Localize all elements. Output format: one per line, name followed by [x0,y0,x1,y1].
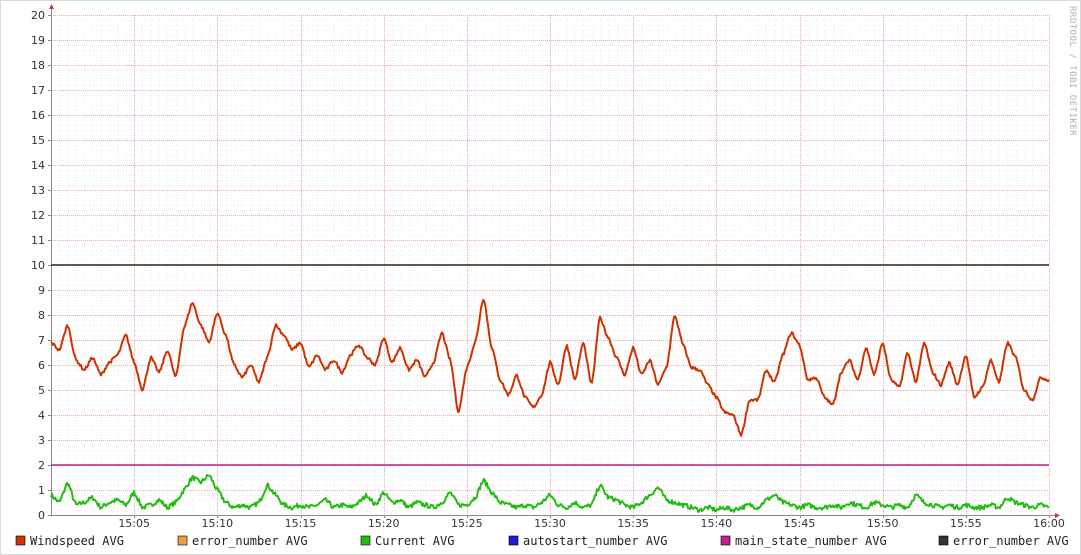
legend-swatch [360,535,371,546]
x-tick-label: 15:35 [617,517,649,530]
legend-label: main_state_number AVG [735,534,887,548]
legend-swatch [720,535,731,546]
y-tick-label: 19 [31,34,45,47]
y-tick-label: 11 [31,234,45,247]
series-line-current-avg [50,473,1050,513]
y-tick-label: 13 [31,184,45,197]
series-line-windspeed-avg [50,299,1050,437]
y-tick-label: 4 [38,409,45,422]
y-tick-label: 16 [31,109,45,122]
y-tick-label: 1 [38,484,45,497]
x-tick-label: 15:40 [700,517,732,530]
x-tick-label: 15:50 [867,517,899,530]
x-tick-label: 15:30 [534,517,566,530]
legend-label: autostart_number AVG [523,534,668,548]
x-tick-label: 15:05 [118,517,150,530]
y-tick-label: 10 [31,259,45,272]
x-tick-label: 16:00 [1033,517,1065,530]
legend-label: Windspeed AVG [30,534,124,548]
y-tick-label: 14 [31,159,45,172]
legend-label: error_number AVG [953,534,1069,548]
y-tick-label: 6 [38,359,45,372]
y-axis-arrow [49,4,54,9]
y-tick-label: 18 [31,59,45,72]
watermark-text: RRDTOOL / TOBI OETIKER [1067,6,1077,136]
x-tick-label: 15:55 [950,517,982,530]
x-tick-label: 15:15 [285,517,317,530]
y-tick-label: 8 [38,309,45,322]
y-tick-label: 5 [38,384,45,397]
y-tick-label: 9 [38,284,45,297]
y-tick-label: 0 [38,509,45,522]
y-tick-label: 15 [31,134,45,147]
x-tick-label: 15:10 [201,517,233,530]
y-tick-label: 7 [38,334,45,347]
y-tick-label: 12 [31,209,45,222]
legend-swatch [177,535,188,546]
legend-swatch [508,535,519,546]
legend-swatch [15,535,26,546]
y-tick-label: 3 [38,434,45,447]
y-tick-label: 17 [31,84,45,97]
legend-swatch [938,535,949,546]
y-tick-label: 2 [38,459,45,472]
x-tick-label: 15:45 [784,517,816,530]
x-tick-label: 15:25 [451,517,483,530]
y-tick-label: 20 [31,9,45,22]
legend-label: error_number AVG [192,534,308,548]
x-tick-label: 15:20 [368,517,400,530]
x-axis-arrow [1055,513,1060,518]
legend-label: Current AVG [375,534,454,548]
